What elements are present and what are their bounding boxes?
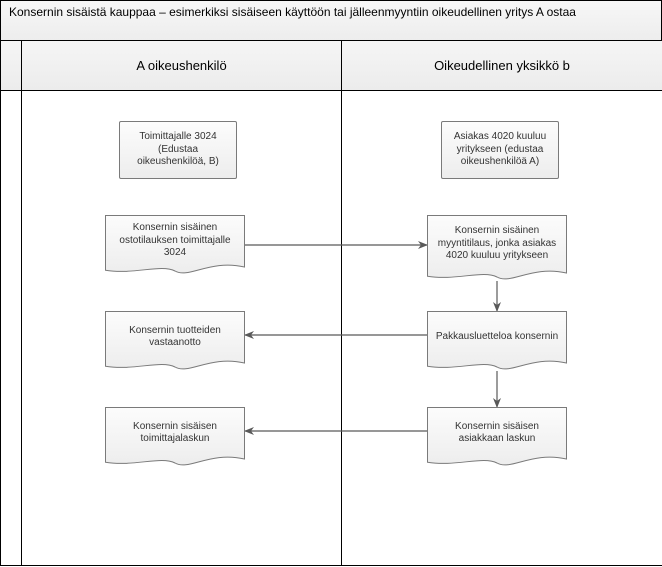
flow-node-b1: Asiakas 4020 kuuluu yritykseen (edustaa … bbox=[441, 121, 559, 179]
column-header-a: A oikeushenkilö bbox=[21, 41, 341, 91]
column-header-a-text: A oikeushenkilö bbox=[136, 58, 226, 73]
flow-node-a1: Toimittajalle 3024 (Edustaa oikeushenkil… bbox=[119, 121, 237, 179]
flow-doc-b2: Konsernin sisäinen myyntitilaus, jonka a… bbox=[427, 215, 567, 281]
flow-doc-b4: Konsernin sisäisen asiakkaan laskun bbox=[427, 407, 567, 467]
diagram-canvas: Konsernin sisäistä kauppaa – esimerkiksi… bbox=[0, 0, 662, 566]
flow-doc-a3: Konsernin tuotteiden vastaanotto bbox=[105, 311, 245, 371]
diagram-title-text: Konsernin sisäistä kauppaa – esimerkiksi… bbox=[9, 5, 576, 21]
flow-doc-b3: Pakkausluetteloa konsernin bbox=[427, 311, 567, 371]
flow-doc-a2: Konsernin sisäinen ostotilauksen toimitt… bbox=[105, 215, 245, 275]
flow-doc-a4: Konsernin sisäisen toimittajalaskun bbox=[105, 407, 245, 467]
swimlane-body-cell bbox=[1, 91, 21, 565]
column-header-b-text: Oikeudellinen yksikkö b bbox=[434, 58, 570, 73]
column-header-b: Oikeudellinen yksikkö b bbox=[341, 41, 662, 91]
swimlane-label-cell bbox=[1, 41, 21, 91]
diagram-title: Konsernin sisäistä kauppaa – esimerkiksi… bbox=[1, 1, 661, 41]
